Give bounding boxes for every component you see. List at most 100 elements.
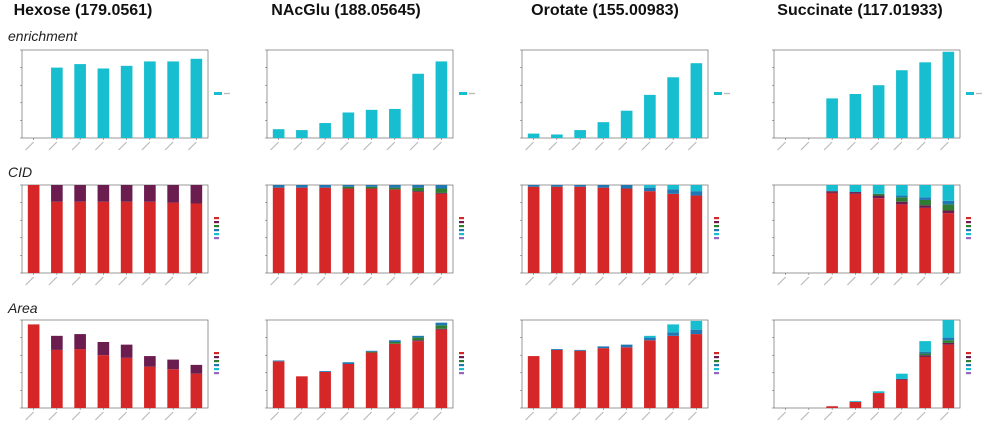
enrichment-chart-nacglu [253, 46, 478, 156]
legend-swatch [714, 360, 719, 363]
bar-segment [872, 198, 885, 273]
bar-segment [97, 355, 110, 408]
enrichment-chart-hexose [8, 46, 233, 156]
bar-segment [826, 406, 838, 408]
x-tick-label [48, 276, 58, 286]
bar [620, 110, 633, 138]
bar-segment [919, 197, 931, 200]
row-label-enrichment: enrichment [8, 28, 78, 44]
x-tick-label [187, 141, 197, 151]
legend-swatch [459, 352, 464, 355]
bar-segment [667, 335, 679, 408]
chart-svg [772, 184, 971, 286]
bar [942, 51, 955, 138]
x-tick-label [270, 411, 280, 421]
area-chart-orotate [508, 316, 733, 426]
chart-svg [772, 49, 982, 151]
x-tick-label [25, 276, 35, 286]
bar-segment [527, 186, 540, 273]
bar-segment [167, 369, 179, 408]
x-tick-label [893, 276, 903, 286]
x-tick-label [409, 276, 419, 286]
bar-segment [144, 366, 156, 408]
legend-swatch [966, 92, 974, 95]
bar-segment [167, 185, 179, 203]
x-tick-label [164, 276, 174, 286]
x-tick-label [641, 141, 651, 151]
bar-segment [826, 192, 838, 273]
bar-segment [826, 185, 838, 192]
x-tick-label [594, 276, 604, 286]
x-tick-label [293, 141, 303, 151]
legend-swatch [214, 352, 219, 355]
bar-segment [365, 186, 378, 189]
legend-swatch [714, 352, 719, 355]
x-tick-label [141, 411, 151, 421]
legend-swatch [214, 356, 219, 359]
legend-swatch [214, 360, 219, 363]
bar-segment [597, 187, 610, 273]
x-tick-label [571, 411, 581, 421]
cid-chart-nacglu [253, 181, 478, 291]
bar [319, 123, 331, 138]
plot-frame [266, 184, 454, 274]
x-tick-label [339, 276, 349, 286]
bar [644, 94, 656, 138]
bar-segment [365, 351, 378, 353]
legend-swatch [966, 233, 971, 236]
bar-segment [574, 186, 586, 273]
x-tick-label [141, 141, 151, 151]
bar [74, 64, 86, 138]
bar-segment [574, 349, 586, 351]
legend-swatch [214, 233, 219, 236]
bar-segment [690, 191, 703, 196]
bar-segment [74, 201, 86, 273]
bar-segment [919, 353, 931, 356]
legend-swatch [459, 360, 464, 363]
bar [342, 112, 355, 138]
plot-frame [521, 49, 709, 139]
legend-swatch [714, 92, 722, 95]
legend-swatch [459, 233, 464, 236]
bar-segment [319, 185, 331, 188]
bar-segment [667, 193, 679, 273]
x-tick-label [846, 141, 856, 151]
legend-swatch [714, 233, 719, 236]
legend-swatch [214, 368, 219, 371]
bar-segment [644, 187, 656, 192]
x-tick-label [687, 411, 697, 421]
plot-frame [21, 184, 209, 274]
bar-segment [574, 350, 586, 408]
x-tick-label [846, 411, 856, 421]
bar-segment [120, 185, 133, 202]
bar-segment [190, 185, 203, 204]
bar-segment [942, 200, 955, 205]
x-tick-label [141, 276, 151, 286]
bar-segment [644, 191, 656, 273]
bar-segment [389, 342, 401, 344]
bar-segment [896, 195, 908, 198]
legend-swatch [966, 364, 971, 367]
chart-svg [20, 49, 230, 151]
legend-swatch [214, 229, 219, 232]
legend-swatch [459, 225, 464, 228]
bar-segment [342, 186, 355, 189]
legend-swatch [459, 217, 464, 220]
plot-frame [773, 49, 961, 139]
bar-segment [597, 185, 610, 188]
bar [667, 77, 679, 138]
bar-segment [389, 340, 401, 342]
x-tick-label [777, 411, 787, 421]
bar-segment [942, 204, 955, 211]
legend-swatch [214, 237, 219, 240]
bar-segment [527, 356, 540, 408]
bar-segment [412, 187, 424, 192]
bar-segment [190, 373, 203, 408]
row-label-cid: CID [8, 164, 33, 180]
bar-segment [872, 393, 885, 408]
bar-segment [51, 185, 63, 202]
bar-segment [551, 349, 563, 350]
x-tick-label [386, 141, 396, 151]
bar-segment [74, 334, 86, 350]
bar-segment [120, 357, 133, 408]
